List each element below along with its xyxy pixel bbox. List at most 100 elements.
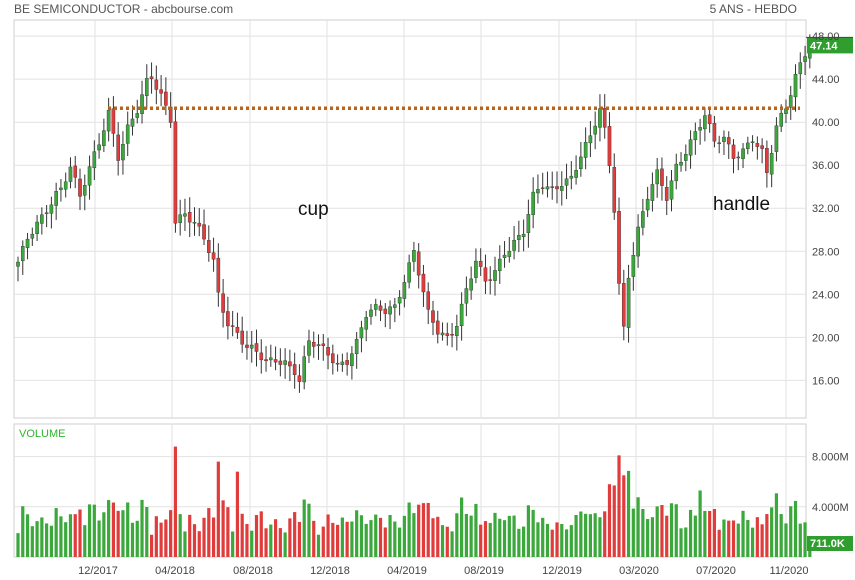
candle-body bbox=[483, 267, 488, 282]
volume-bar bbox=[164, 519, 168, 557]
volume-bar bbox=[784, 523, 788, 557]
candle-body bbox=[340, 361, 345, 365]
volume-bar bbox=[254, 515, 259, 557]
volume-bar bbox=[402, 515, 406, 557]
candle-body bbox=[388, 306, 392, 315]
volume-bar bbox=[159, 522, 163, 557]
volume-bar bbox=[460, 497, 464, 557]
volume-bar bbox=[555, 522, 559, 557]
volume-bar bbox=[87, 504, 92, 557]
candle-body bbox=[292, 364, 297, 376]
candle-body bbox=[173, 121, 178, 224]
candle-body bbox=[664, 186, 669, 201]
volume-bar bbox=[35, 521, 39, 557]
price-tick-label: 40.00 bbox=[812, 117, 840, 129]
last-price-badge bbox=[807, 37, 853, 54]
volume-bar bbox=[569, 525, 573, 557]
candle-body bbox=[364, 317, 369, 330]
volume-bar bbox=[183, 531, 187, 557]
candle-body bbox=[273, 359, 278, 363]
annotation-cup: cup bbox=[298, 199, 329, 220]
volume-bar bbox=[364, 523, 368, 557]
candle-body bbox=[455, 326, 459, 336]
candle-body bbox=[703, 115, 707, 130]
candle-body bbox=[636, 226, 640, 257]
candle-body bbox=[717, 142, 721, 144]
volume-bar bbox=[512, 515, 516, 557]
volume-bar bbox=[426, 502, 430, 557]
candle-body bbox=[378, 305, 383, 311]
volume-bar bbox=[564, 529, 569, 557]
candle-body bbox=[192, 222, 197, 224]
volume-bar bbox=[240, 513, 244, 557]
volume-bar bbox=[741, 510, 745, 557]
volume-bar bbox=[655, 506, 659, 557]
date-tick-label: 04/2019 bbox=[387, 565, 427, 577]
volume-bar bbox=[264, 528, 268, 557]
candle-body bbox=[354, 339, 359, 354]
volume-bar bbox=[731, 520, 736, 557]
volume-bar bbox=[245, 524, 249, 557]
volume-bar bbox=[579, 511, 583, 557]
volume-bar bbox=[498, 518, 502, 557]
candle-body bbox=[288, 361, 292, 367]
candle-body bbox=[369, 309, 373, 317]
volume-bar bbox=[693, 515, 697, 557]
candle-body bbox=[335, 362, 340, 365]
volume-bar bbox=[717, 529, 721, 557]
volume-bar bbox=[779, 514, 783, 557]
volume-bar bbox=[746, 519, 750, 557]
volume-bar bbox=[116, 510, 120, 557]
candle-body bbox=[497, 258, 502, 271]
volume-bar bbox=[541, 517, 545, 557]
candle-body bbox=[555, 186, 559, 190]
candle-body bbox=[68, 166, 73, 182]
candle-body bbox=[311, 341, 316, 347]
volume-bar bbox=[350, 521, 354, 557]
volume-bar bbox=[188, 514, 192, 557]
candle-body bbox=[307, 340, 311, 356]
volume-bar bbox=[216, 461, 220, 557]
volume-bar bbox=[30, 526, 34, 557]
volume-bar bbox=[355, 510, 359, 557]
volume-bar bbox=[536, 522, 540, 557]
date-tick-label: 12/2018 bbox=[310, 565, 350, 577]
candle-body bbox=[512, 240, 516, 251]
candle-body bbox=[741, 148, 745, 159]
volume-bar bbox=[760, 524, 764, 557]
candle-body bbox=[617, 211, 621, 284]
candle-body bbox=[788, 95, 793, 108]
candle-body bbox=[82, 185, 87, 196]
volume-bar bbox=[273, 519, 278, 557]
volume-bar bbox=[64, 522, 68, 557]
candle-body bbox=[612, 167, 617, 213]
candle-body bbox=[321, 343, 326, 346]
candle-body bbox=[221, 293, 225, 313]
volume-bar bbox=[750, 527, 755, 557]
candle-body bbox=[731, 144, 736, 159]
candle-body bbox=[235, 326, 240, 333]
volume-bar bbox=[736, 523, 740, 557]
volume-tick-label: 4.000M bbox=[812, 502, 849, 514]
candle-body bbox=[502, 254, 507, 258]
volume-bar bbox=[21, 506, 25, 557]
candle-body bbox=[559, 186, 564, 191]
candle-body bbox=[283, 360, 287, 365]
volume-bar bbox=[293, 512, 297, 557]
candle-body bbox=[445, 333, 450, 336]
candle-body bbox=[583, 141, 588, 158]
candle-body bbox=[784, 108, 788, 114]
volume-bar bbox=[688, 509, 693, 557]
candle-body bbox=[684, 153, 688, 161]
chart-period[interactable]: 5 ANS - HEBDO bbox=[709, 2, 797, 16]
volume-bar bbox=[455, 513, 459, 557]
volume-bar bbox=[631, 508, 635, 557]
volume-bar bbox=[269, 524, 273, 557]
candle-body bbox=[531, 191, 535, 215]
candle-body bbox=[655, 169, 659, 185]
candle-body bbox=[197, 222, 202, 227]
volume-bar bbox=[154, 516, 158, 557]
candle-body bbox=[645, 198, 650, 211]
volume-bar bbox=[774, 493, 779, 557]
candle-body bbox=[345, 360, 349, 365]
